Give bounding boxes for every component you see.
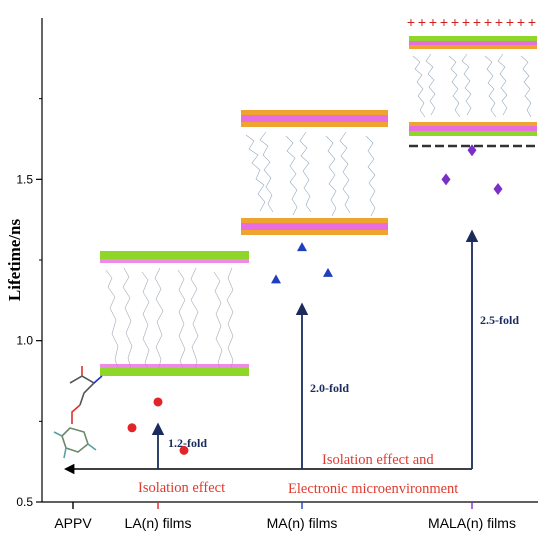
plus-icon: + bbox=[429, 14, 437, 30]
plus-icon: + bbox=[462, 14, 470, 30]
y-tick-label: 1.0 bbox=[16, 334, 33, 348]
fold-label-mala: 2.5-fold bbox=[480, 313, 519, 327]
plus-icon: + bbox=[517, 14, 525, 30]
plus-icon: + bbox=[473, 14, 481, 30]
data-point-diamond bbox=[467, 144, 477, 157]
data-point-triangle bbox=[323, 267, 333, 277]
plus-icon: + bbox=[484, 14, 492, 30]
data-point-diamond bbox=[493, 183, 503, 196]
data-point-diamond bbox=[441, 173, 451, 186]
y-tick-label: 0.5 bbox=[16, 495, 33, 509]
data-point-circle bbox=[127, 423, 137, 433]
positive-charge-marks: + + + + + + + + + + + + bbox=[407, 14, 536, 30]
ma-film-illustration bbox=[241, 110, 388, 235]
plus-icon: + bbox=[506, 14, 514, 30]
appv-molecule-illustration bbox=[53, 366, 103, 459]
fold-label-ma: 2.0-fold bbox=[310, 381, 349, 395]
mala-film-illustration: + + + + + + + + + + + + bbox=[407, 14, 537, 148]
data-point-triangle bbox=[297, 242, 307, 252]
plus-icon: + bbox=[407, 14, 415, 30]
plus-icon: + bbox=[528, 14, 536, 30]
fold-label-la: 1.2-fold bbox=[168, 436, 207, 450]
y-axis-label: Lifetime/ns bbox=[5, 219, 24, 302]
x-category-label: APPV bbox=[54, 515, 92, 531]
y-tick-label: 1.5 bbox=[16, 172, 33, 186]
plus-icon: + bbox=[451, 14, 459, 30]
plus-icon: + bbox=[440, 14, 448, 30]
data-point-circle bbox=[179, 445, 189, 455]
plus-icon: + bbox=[418, 14, 426, 30]
isolation-effect-and-label: Isolation effect and bbox=[322, 452, 434, 468]
plus-icon: + bbox=[495, 14, 503, 30]
x-category-label: MALA(n) films bbox=[428, 515, 516, 531]
electronic-microenvironment-label: Electronic microenvironment bbox=[288, 481, 458, 497]
x-category-label: MA(n) films bbox=[267, 515, 338, 531]
x-category-label: LA(n) films bbox=[125, 515, 192, 531]
isolation-effect-label: Isolation effect bbox=[138, 480, 225, 496]
data-point-circle bbox=[153, 397, 163, 407]
data-point-triangle bbox=[271, 274, 281, 284]
la-film-illustration bbox=[100, 251, 249, 376]
